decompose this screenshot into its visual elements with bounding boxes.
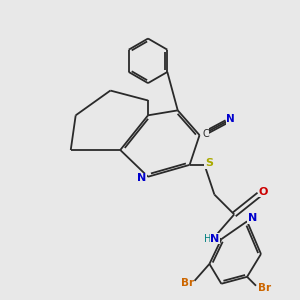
Text: C: C <box>202 129 209 139</box>
Text: N: N <box>210 234 220 244</box>
Text: S: S <box>205 158 213 168</box>
Text: N: N <box>137 173 146 183</box>
Text: N: N <box>248 213 257 224</box>
Text: H: H <box>204 234 211 244</box>
Text: Br: Br <box>258 283 271 293</box>
Text: N: N <box>226 114 235 124</box>
Text: Br: Br <box>181 278 194 288</box>
Text: O: O <box>259 187 268 196</box>
